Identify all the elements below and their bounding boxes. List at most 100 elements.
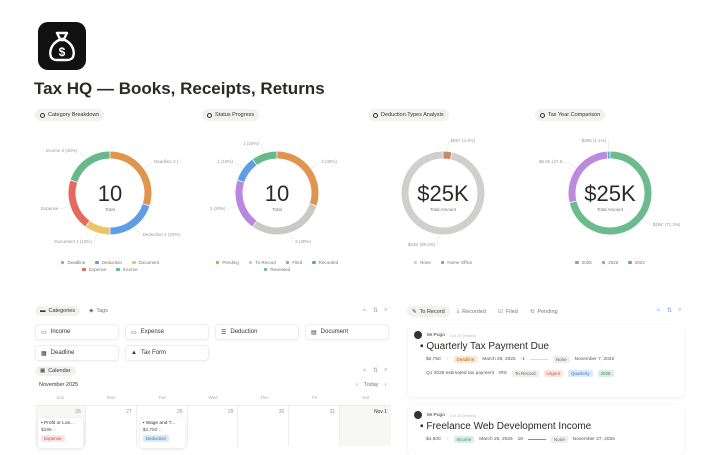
- calendar-event[interactable]: ▪ Profit or Los...$286 ◌Expense: [38, 418, 83, 448]
- status-tab[interactable]: ☑Filed: [493, 306, 523, 317]
- tab-icon: ✎: [412, 309, 417, 315]
- category-card[interactable]: ▤Document: [305, 324, 389, 340]
- status-tab[interactable]: ⤓Recorded: [452, 306, 491, 317]
- folder-icon: ▬: [40, 308, 46, 314]
- slice-label: $6.9K (27.5...: [539, 159, 566, 164]
- slice-label: $24K (96.6%): [408, 242, 436, 247]
- filter-icon[interactable]: ⩪: [656, 307, 661, 314]
- chart-title-pill: Deduction Types Analysis: [368, 109, 449, 121]
- donut-chart: $25K Total Amount $857 (3.4%)$24K (96.6%…: [360, 125, 526, 285]
- donut-slice[interactable]: [241, 162, 254, 180]
- sort-icon[interactable]: ⇅: [373, 367, 378, 374]
- donut-slice[interactable]: [74, 155, 110, 181]
- donut-slice[interactable]: [255, 155, 277, 162]
- legend-item[interactable]: Income: [116, 267, 137, 272]
- legend-item[interactable]: To Record: [249, 260, 276, 265]
- status-tab[interactable]: ✎To Record: [407, 306, 450, 317]
- category-card[interactable]: ▭Income: [35, 324, 119, 340]
- legend-item[interactable]: 2025: [575, 260, 592, 265]
- progress-bar: [528, 439, 546, 441]
- status-tab[interactable]: ⟲Pending: [525, 306, 563, 317]
- chart-center-label: Total Amount: [527, 207, 693, 212]
- category-icon: ▲: [131, 350, 137, 356]
- tab-calendar[interactable]: ▦Calendar: [35, 366, 76, 376]
- tag: None: [553, 356, 570, 363]
- tag: To Record: [512, 370, 539, 377]
- tab-tags[interactable]: ◆Tags: [84, 306, 113, 316]
- progress-ring-icon: ◌: [53, 428, 56, 433]
- label-leader: [144, 162, 152, 168]
- weekday-label: Sat: [340, 395, 391, 400]
- weekday-label: Sun: [35, 395, 86, 400]
- legend-item[interactable]: 2026: [602, 260, 619, 265]
- legend-item[interactable]: None: [414, 260, 431, 265]
- chart-center-value: $25K: [360, 181, 526, 207]
- donut-chart: $25K Total Amount $18K (71.3%) $6.9K (27.…: [527, 125, 693, 285]
- category-card[interactable]: ▭Expense: [125, 324, 209, 340]
- calendar-toolbar: ⩪ ⇅ ⌕: [362, 367, 387, 374]
- legend-item[interactable]: Recorded: [312, 260, 338, 265]
- record-title: ▪ Freelance Web Development Income: [420, 421, 678, 432]
- filter-icon[interactable]: ⩪: [362, 367, 367, 374]
- chart-center-value: 10: [27, 181, 193, 207]
- category-card[interactable]: ▲Tax Form: [125, 345, 209, 361]
- label-leader: [94, 233, 97, 243]
- categories-toolbar: ⩪ ⇅ ⌕: [362, 307, 387, 314]
- tab-icon: ⟲: [530, 309, 535, 315]
- calendar-day[interactable]: 28▪ Wage and T...$2,750 ◌Deduction: [137, 406, 188, 446]
- prev-month-button[interactable]: ‹: [356, 382, 358, 388]
- sort-icon[interactable]: ⇅: [667, 307, 672, 314]
- tag: Income: [454, 436, 475, 443]
- legend-item[interactable]: Reviewed: [264, 267, 290, 272]
- legend-item[interactable]: Expense: [82, 267, 106, 272]
- search-icon[interactable]: ⌕: [678, 307, 681, 314]
- calendar-day[interactable]: 30: [238, 406, 289, 446]
- category-card[interactable]: ▦Deadline: [35, 345, 119, 361]
- calendar-icon: ▦: [40, 368, 45, 374]
- label-leader: [448, 141, 449, 151]
- legend-item[interactable]: Pending: [216, 260, 239, 265]
- calendar-day[interactable]: Nov 1: [340, 406, 391, 446]
- calendar-day[interactable]: 26▪ Profit or Los...$286 ◌Expense: [35, 406, 86, 446]
- calendar-event[interactable]: ▪ Wage and T...$2,750 ◌Deduction: [140, 418, 185, 448]
- chart-center-label: Total Amount: [360, 207, 526, 212]
- legend-item[interactable]: Deduction: [95, 260, 122, 265]
- calendar-day[interactable]: 27: [86, 406, 137, 446]
- calendar-day[interactable]: 29: [188, 406, 239, 446]
- legend-item[interactable]: 2024: [628, 260, 645, 265]
- legend-item[interactable]: Deadline: [61, 260, 85, 265]
- today-button[interactable]: Today: [364, 382, 379, 388]
- donut-slice[interactable]: [88, 224, 110, 231]
- calendar-day[interactable]: 31: [289, 406, 340, 446]
- progress-ring-icon: ◌: [446, 437, 449, 442]
- chart-icon: [40, 113, 45, 118]
- weekday-label: Wed: [188, 395, 239, 400]
- category-icon: ▤: [311, 329, 317, 336]
- category-icon: ▭: [131, 329, 137, 336]
- next-month-button[interactable]: ›: [385, 382, 387, 388]
- weekday-label: Mon: [86, 395, 137, 400]
- tag: Expense: [41, 435, 65, 442]
- category-card[interactable]: ☰Deduction: [215, 324, 299, 340]
- legend-item[interactable]: Filed: [286, 260, 302, 265]
- slice-label: $18K (71.3%): [653, 222, 681, 227]
- donut-slice[interactable]: [443, 155, 450, 156]
- tab-icon: ⤓: [457, 308, 459, 315]
- search-icon[interactable]: ⌕: [384, 307, 387, 314]
- search-icon[interactable]: ⌕: [384, 367, 387, 374]
- label-leader: [311, 162, 319, 168]
- chart-icon: [373, 113, 378, 118]
- sort-icon[interactable]: ⇅: [373, 307, 378, 314]
- tab-categories[interactable]: ▬Categories: [35, 306, 80, 316]
- chart-center-value: $25K: [527, 181, 693, 207]
- logo: $: [38, 22, 86, 70]
- filter-icon[interactable]: ⩪: [362, 307, 367, 314]
- tag: 2025: [598, 370, 614, 377]
- legend-item[interactable]: Home Office: [441, 260, 472, 265]
- slice-label: Document 1 (10%): [54, 239, 92, 244]
- legend-item[interactable]: Document: [132, 260, 159, 265]
- category-icon: ☰: [221, 329, 226, 336]
- calendar-month: November 2025: [39, 382, 78, 388]
